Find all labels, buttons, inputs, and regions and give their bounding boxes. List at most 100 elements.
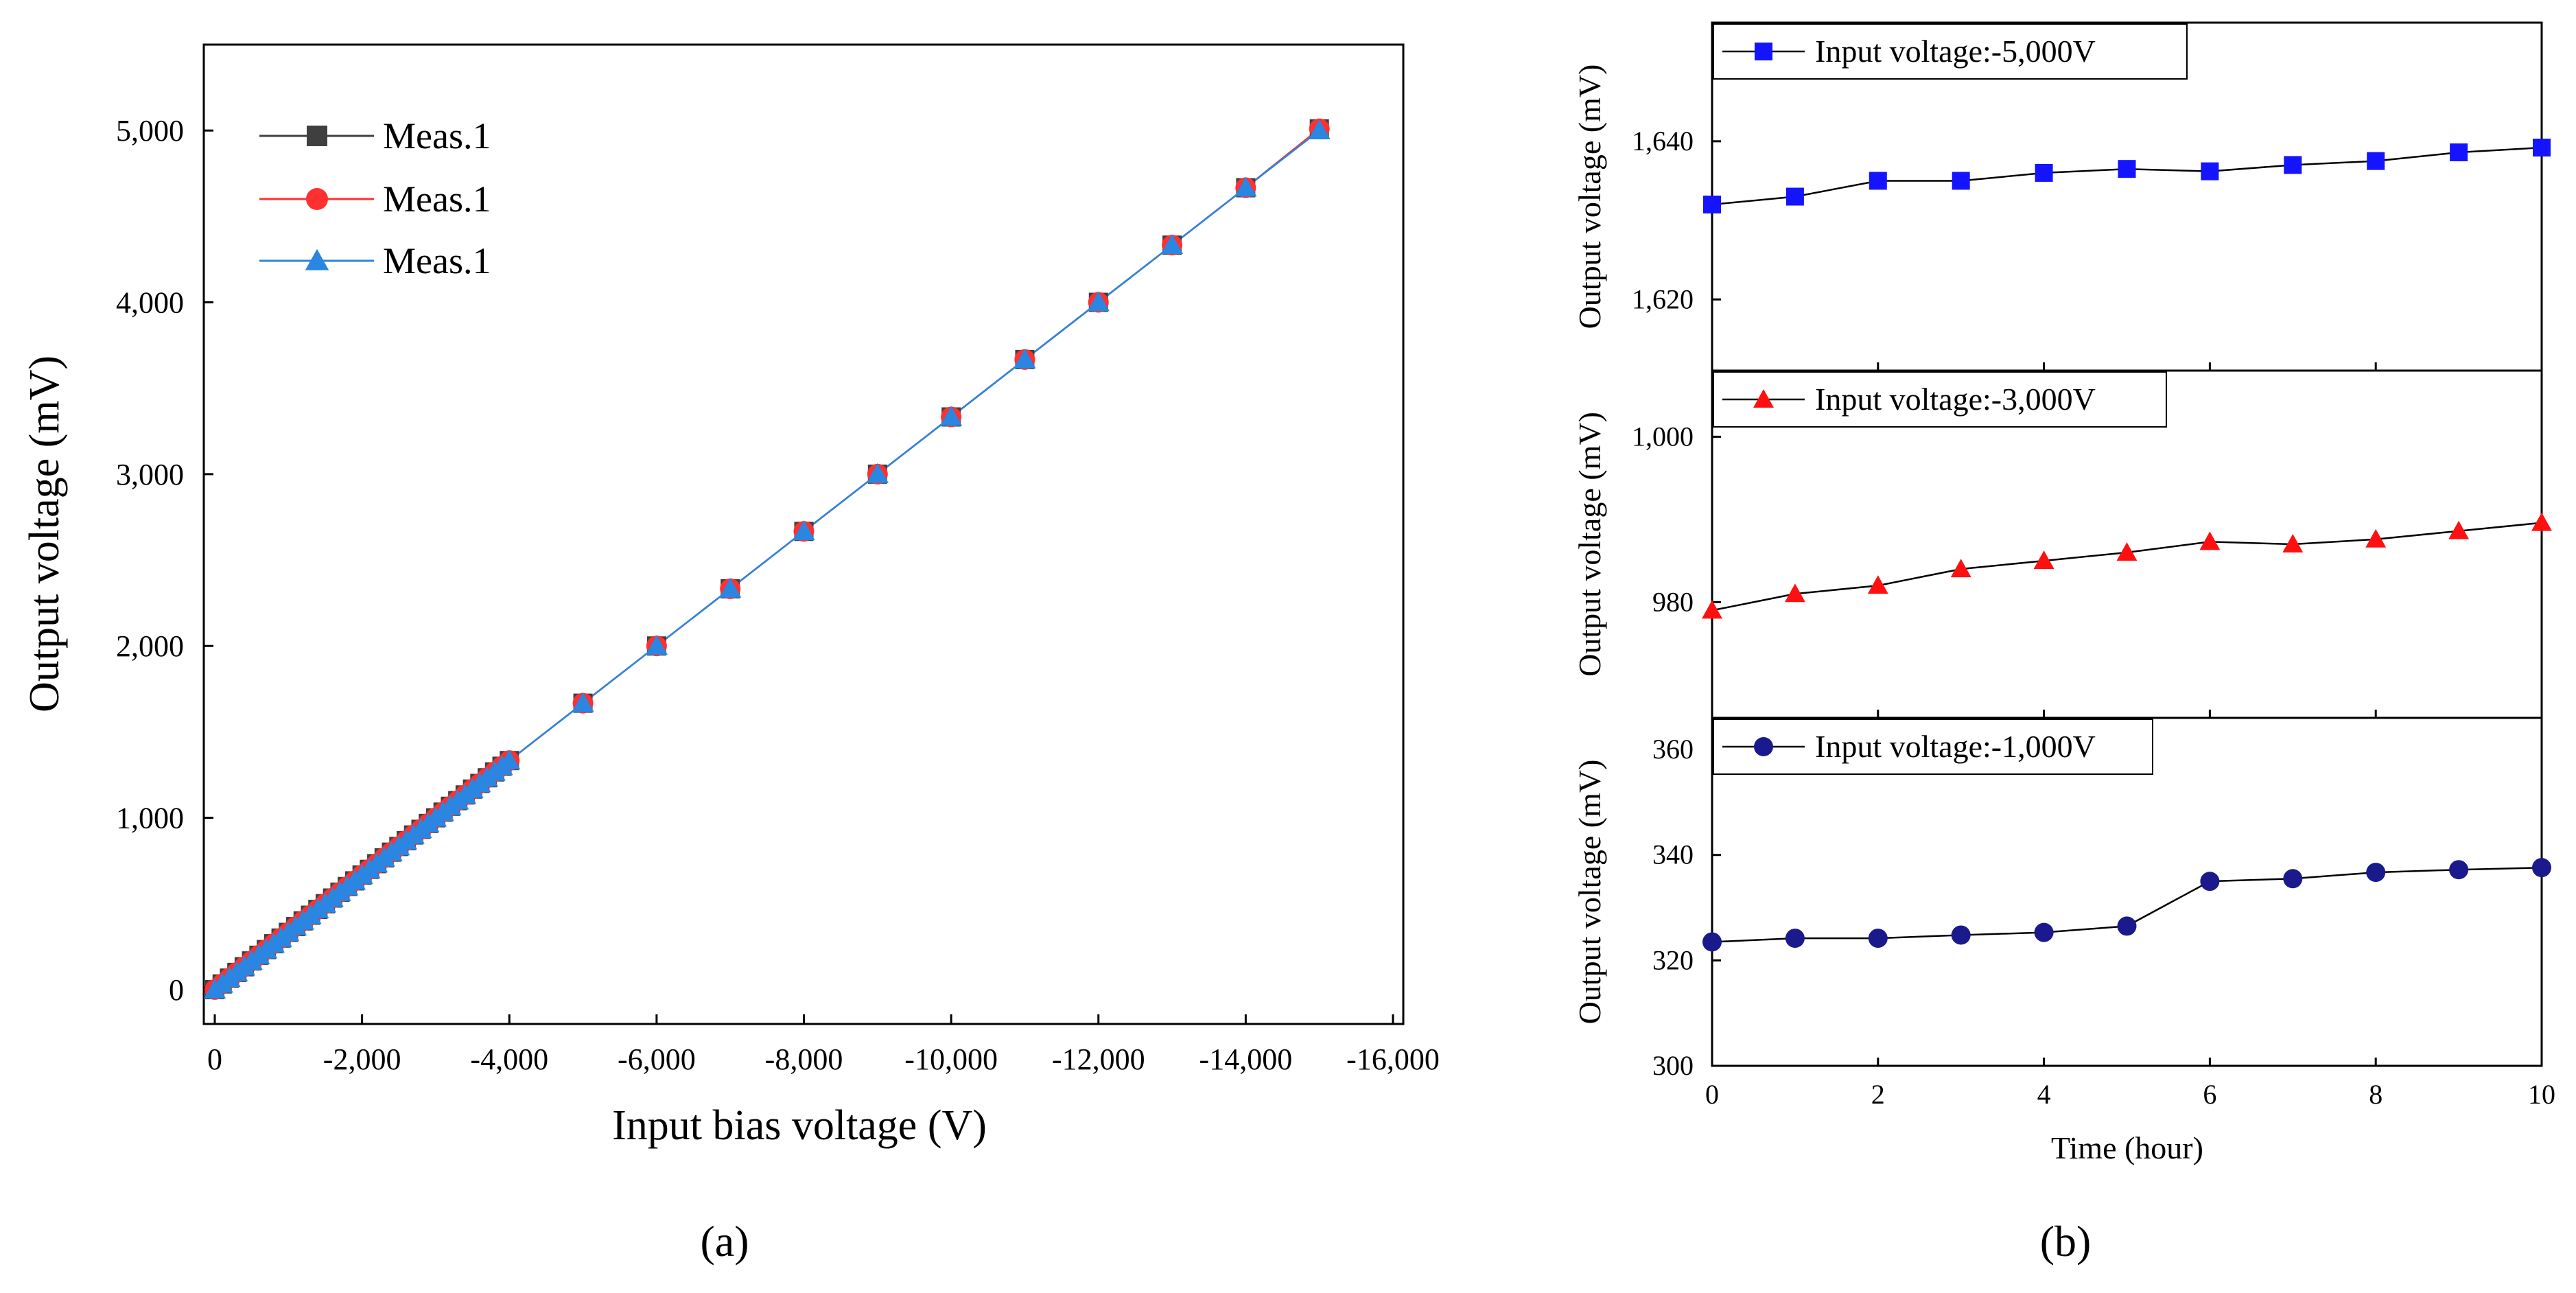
data-point-b — [1703, 196, 1721, 214]
plot-frame-b — [1711, 717, 2543, 1067]
data-point-b — [2449, 860, 2469, 880]
y-tick-label-a: 5,000 — [116, 114, 184, 148]
legend-label-b: Input voltage:-5,000V — [1815, 34, 2096, 69]
data-point-b — [1784, 583, 1805, 603]
data-point-a — [1014, 348, 1036, 369]
panel-a: 0 -2,000 -4,000 -6,000 -8,000 -10,000 -12,000 -… — [21, 43, 1440, 1266]
y-tick-label-a: 2,000 — [116, 629, 184, 663]
legend-label-a: Meas.1 — [383, 178, 491, 220]
panel-label-b: (b) — [2040, 1217, 2092, 1266]
data-point-a — [645, 635, 668, 655]
data-point-b — [2531, 512, 2552, 531]
panel-label-a: (a) — [700, 1217, 749, 1266]
y-tick-label-b: 360 — [1652, 734, 1694, 765]
legend-marker-b — [1753, 389, 1774, 408]
legend-label-a: Meas.1 — [383, 115, 491, 156]
y-tick-label-b: 340 — [1652, 839, 1694, 870]
panel-b: 1,620 1,640 Output voltage (mV) Input volta… — [1572, 21, 2555, 1266]
x-tick-label-b: 10 — [2528, 1079, 2555, 1110]
legend-label-b: Input voltage:-3,000V — [1815, 382, 2096, 417]
y-axis-title-b: Output voltage (mV) — [1572, 65, 1607, 329]
data-point-a — [1160, 234, 1184, 255]
data-point-b — [2448, 520, 2470, 539]
data-point-b — [1868, 929, 1888, 948]
x-tick-label-b: 2 — [1871, 1079, 1885, 1110]
y-axis-title-a: Output voltage (mV) — [21, 356, 68, 712]
y-tick-label-b: 980 — [1652, 586, 1694, 617]
y-tick-label-b: 1,640 — [1632, 126, 1694, 156]
y-tick-label-b: 320 — [1652, 944, 1694, 975]
data-point-a — [572, 692, 594, 712]
x-axis-title-b: Time (hour) — [2051, 1130, 2203, 1165]
x-tick-label-a: -2,000 — [323, 1042, 401, 1076]
y-axis-title-b: Output voltage (mV) — [1572, 412, 1607, 677]
data-point-b — [2201, 162, 2219, 180]
y-tick-label-b: 1,000 — [1632, 421, 1694, 452]
legend-marker-b — [1755, 43, 1772, 60]
data-point-b — [2282, 534, 2304, 552]
data-point-b — [1702, 600, 1722, 619]
data-point-b — [2284, 156, 2302, 174]
data-point-a — [1234, 176, 1257, 197]
data-point-a — [866, 463, 889, 483]
data-point-b — [2035, 163, 2053, 182]
data-point-b — [2532, 858, 2551, 878]
data-point-b — [2365, 528, 2387, 548]
x-tick-label-b: 6 — [2203, 1079, 2216, 1110]
x-tick-label-a: -10,000 — [904, 1042, 998, 1076]
subplot-b2: 980 1,000 Output voltage (mV) Input voltage… — [1572, 369, 2552, 719]
data-point-b — [2118, 160, 2136, 178]
x-tick-label-a: 0 — [207, 1042, 222, 1076]
data-point-b — [2117, 916, 2137, 936]
y-tick-label-a: 1,000 — [116, 802, 184, 835]
data-point-b — [2283, 869, 2303, 889]
y-tick-label-b: 300 — [1652, 1050, 1694, 1081]
y-tick-label-a: 3,000 — [116, 458, 184, 491]
data-point-b — [1785, 187, 1804, 206]
data-point-a — [719, 577, 742, 598]
legend-label-a: Meas.1 — [383, 240, 491, 281]
data-point-b — [2450, 143, 2468, 161]
data-point-a — [1308, 119, 1331, 140]
data-point-a — [793, 520, 815, 541]
data-point-a — [498, 749, 521, 770]
data-point-b — [1951, 925, 1971, 945]
series-line-b — [1711, 522, 2542, 611]
subplot-b1: 1,620 1,640 Output voltage (mV) Input volta… — [1572, 21, 2551, 372]
subplot-b3: 300 320 340 360 Output voltage (mV) Input vol… — [1572, 717, 2551, 1081]
data-point-b — [1785, 929, 1805, 948]
data-point-b — [2116, 542, 2138, 561]
legend-marker-a — [306, 188, 328, 210]
data-point-b — [1952, 172, 1970, 190]
y-tick-label-a: 0 — [169, 973, 184, 1007]
data-point-b — [2034, 922, 2054, 942]
x-tick-label-b: 0 — [1705, 1079, 1719, 1110]
data-point-b — [2199, 531, 2221, 550]
y-axis-title-b: Output voltage (mV) — [1572, 760, 1607, 1025]
x-tick-label-a: -8,000 — [765, 1042, 843, 1076]
y-tick-label-a: 4,000 — [116, 286, 184, 320]
data-point-b — [1950, 559, 1971, 578]
data-point-b — [1702, 932, 1722, 952]
data-point-b — [1867, 575, 1888, 594]
data-point-b — [2200, 872, 2220, 892]
x-tick-label-b: 8 — [2369, 1079, 2382, 1110]
x-tick-label-a: -14,000 — [1199, 1042, 1293, 1076]
data-point-b — [2533, 139, 2551, 157]
y-tick-label-b: 1,620 — [1632, 283, 1694, 314]
data-point-b — [2033, 550, 2054, 570]
legend-label-b: Input voltage:-1,000V — [1815, 729, 2096, 764]
x-tick-label-b: 4 — [2037, 1079, 2051, 1110]
legend-marker-a — [307, 126, 327, 146]
data-point-a — [940, 406, 963, 426]
legend-box-b — [1713, 371, 2167, 428]
data-point-b — [2367, 152, 2385, 170]
x-tick-label-a: -6,000 — [618, 1042, 696, 1076]
legend-marker-a — [305, 248, 329, 270]
data-point-b — [1869, 172, 1887, 190]
x-tick-label-a: -4,000 — [470, 1042, 548, 1076]
data-point-b — [2366, 863, 2386, 883]
x-tick-label-a: -16,000 — [1346, 1042, 1440, 1076]
